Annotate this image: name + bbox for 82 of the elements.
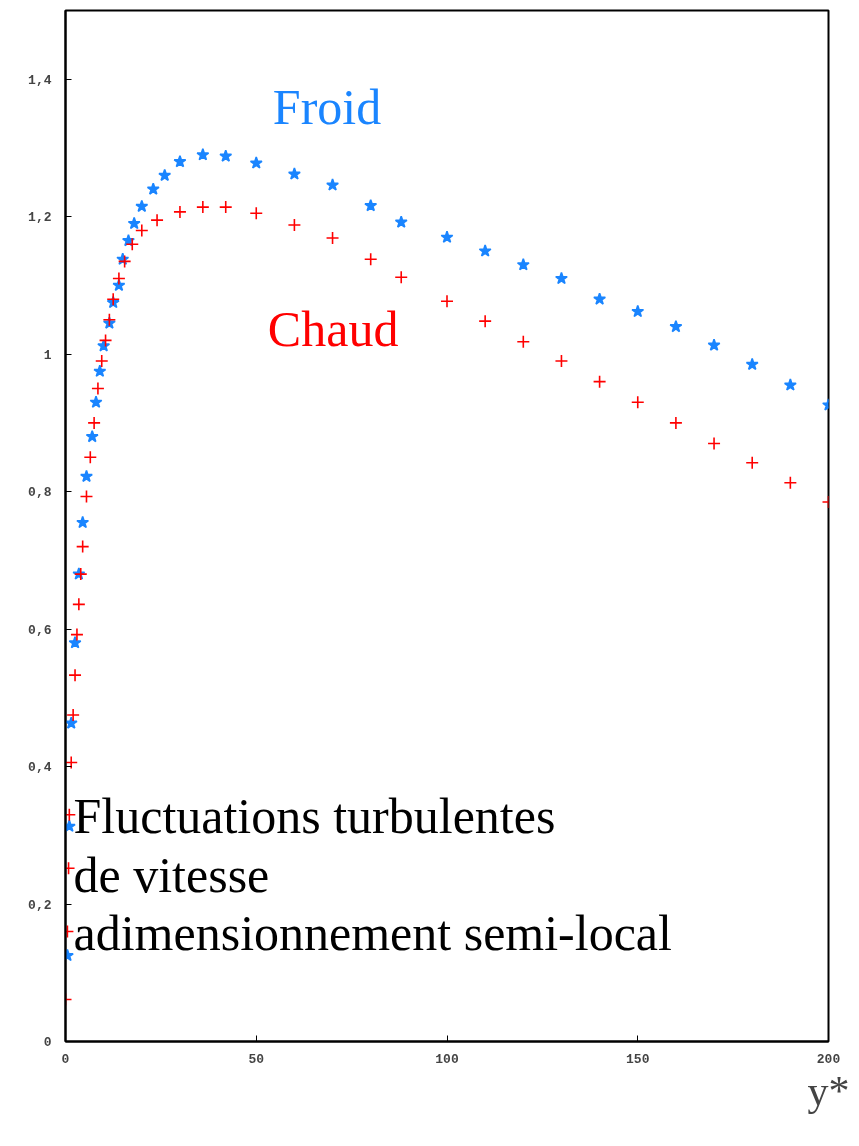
point (364, 198, 378, 212)
point (68, 636, 82, 649)
point (79, 489, 94, 504)
point (135, 199, 149, 213)
series-label: Froid (272, 78, 382, 135)
point (394, 215, 408, 228)
point (68, 668, 82, 682)
point (592, 374, 607, 389)
point (65, 716, 78, 729)
point (326, 178, 340, 191)
point (287, 218, 302, 232)
y-tick-label: 1 (43, 347, 52, 363)
point (478, 244, 492, 257)
point (117, 254, 132, 269)
x-tick-label: 50 (248, 1051, 265, 1067)
point (669, 319, 683, 333)
point (669, 416, 683, 430)
point (363, 252, 378, 267)
point (783, 475, 798, 490)
point (65, 755, 79, 770)
point (85, 429, 99, 443)
point (93, 364, 107, 377)
point (83, 450, 98, 465)
point (249, 206, 264, 221)
x-axis-title: y* (807, 1067, 850, 1114)
point (146, 182, 160, 195)
y-tick-label: 0,2 (28, 897, 52, 913)
point (219, 149, 233, 162)
y-tick-label: 0,8 (28, 485, 52, 501)
point (394, 270, 409, 284)
point (593, 292, 607, 305)
point (707, 338, 721, 351)
point (135, 223, 149, 238)
point (76, 515, 90, 529)
point (196, 148, 210, 161)
x-tick-label: 150 (626, 1051, 650, 1067)
point (249, 156, 263, 169)
y-tick-label: 0 (43, 1035, 52, 1050)
point (516, 258, 530, 271)
point (630, 395, 645, 410)
point (440, 230, 454, 243)
point (554, 354, 569, 368)
point (218, 200, 233, 214)
y-tick-label: 1,2 (28, 210, 52, 226)
point (150, 213, 164, 227)
y-tick-label: 1,4 (28, 72, 52, 88)
point (196, 200, 210, 214)
point (707, 436, 721, 451)
point (75, 539, 90, 554)
point (91, 381, 105, 396)
point (440, 294, 454, 309)
point (70, 627, 84, 642)
point (554, 271, 568, 285)
point (158, 168, 172, 182)
x-tick-label: 200 (816, 1051, 841, 1067)
point (72, 597, 86, 612)
point (631, 304, 645, 318)
point (783, 378, 797, 391)
point (87, 416, 101, 430)
series-label: Chaud (267, 301, 399, 358)
point (125, 237, 140, 251)
point (745, 455, 759, 470)
point (173, 154, 187, 168)
point (97, 339, 111, 352)
point (98, 333, 113, 348)
point (66, 708, 80, 722)
point (287, 167, 301, 180)
point (173, 205, 187, 219)
x-tick-label: 100 (435, 1051, 459, 1067)
x-tick-label: 0 (61, 1051, 70, 1067)
point (94, 354, 109, 368)
y-tick-label: 0,6 (28, 622, 52, 638)
point (127, 216, 141, 230)
point (516, 334, 531, 349)
point (325, 231, 340, 245)
annotation: Fluctuations turbulentes de vitesse adimensionnement semi-local (73, 787, 672, 962)
point (478, 314, 492, 328)
point (745, 357, 759, 371)
point (112, 271, 126, 286)
y-tick-label: 0,4 (28, 760, 52, 776)
point (79, 469, 93, 483)
point (89, 395, 103, 408)
